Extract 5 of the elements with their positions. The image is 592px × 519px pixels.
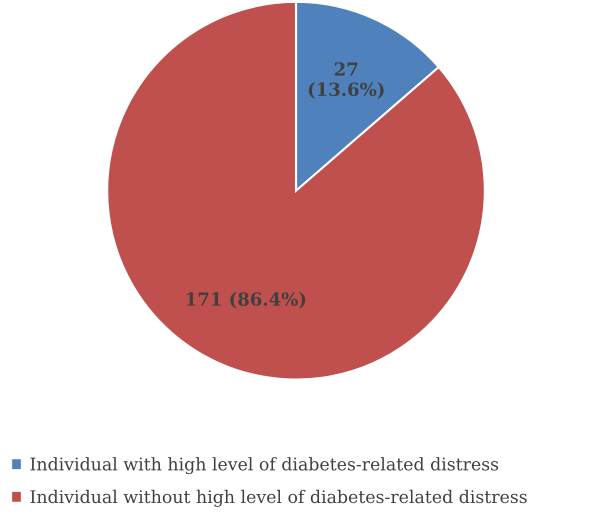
data-label: 171 (86.4%): [186, 292, 306, 308]
data-label: 27 (13.6%): [308, 62, 384, 99]
legend-label: Individual without high level of diabetes-related distress: [30, 490, 527, 507]
pie-slice: [106, 0, 486, 381]
legend-label: Individual with high level of diabetes-related distress: [30, 457, 498, 474]
